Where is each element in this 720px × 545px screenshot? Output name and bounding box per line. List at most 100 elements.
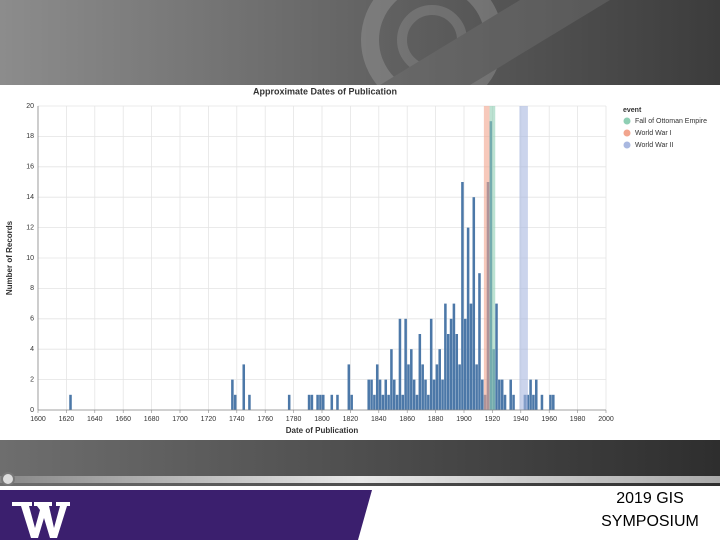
bar — [444, 303, 447, 410]
bar — [287, 394, 291, 410]
legend-label: World War I — [635, 130, 672, 137]
y-axis-label: Number of Records — [5, 220, 14, 295]
bar — [435, 364, 439, 410]
bar — [401, 394, 405, 410]
x-tick-label: 1780 — [286, 416, 302, 423]
y-tick-label: 10 — [26, 255, 34, 262]
legend-swatch — [623, 129, 631, 137]
bar — [410, 349, 413, 410]
x-tick-label: 1720 — [201, 416, 217, 423]
y-tick-label: 2 — [30, 376, 34, 383]
bar — [532, 394, 535, 410]
bar — [367, 379, 370, 410]
x-tick-label: 1760 — [257, 416, 273, 423]
bar — [69, 394, 72, 410]
y-tick-label: 20 — [26, 103, 34, 110]
bar — [390, 349, 393, 410]
bar — [500, 379, 504, 410]
bar — [446, 334, 450, 410]
bar — [404, 318, 407, 410]
legend-swatch — [623, 117, 631, 125]
y-tick-label: 16 — [26, 164, 34, 171]
bar — [393, 379, 396, 410]
bar — [347, 364, 351, 410]
bar — [307, 394, 311, 410]
bar — [475, 364, 478, 410]
x-axis-label: Date of Publication — [286, 426, 359, 435]
y-tick-label: 8 — [30, 285, 34, 292]
bar — [248, 394, 251, 410]
x-tick-label: 1680 — [144, 416, 160, 423]
event-band — [483, 106, 490, 410]
bar — [432, 379, 436, 410]
x-tick-label: 2000 — [598, 416, 614, 423]
x-tick-label: 1880 — [428, 416, 444, 423]
bar — [427, 394, 430, 410]
bar — [535, 379, 538, 410]
bar — [415, 394, 419, 410]
x-tick-label: 1660 — [115, 416, 131, 423]
bar — [370, 379, 373, 410]
bar — [384, 379, 388, 410]
bar — [412, 379, 416, 410]
bar — [381, 394, 385, 410]
x-tick-label: 1980 — [570, 416, 586, 423]
bar — [481, 379, 484, 410]
bar — [464, 318, 467, 410]
bar — [478, 273, 481, 410]
bar — [498, 379, 501, 410]
bar — [495, 303, 498, 410]
x-tick-label: 1840 — [371, 416, 387, 423]
bar — [350, 394, 353, 410]
divider-bar — [0, 476, 720, 483]
bar — [395, 394, 399, 410]
bar — [310, 394, 314, 410]
y-tick-label: 14 — [26, 194, 34, 201]
footer-text: 2019 GIS — [616, 490, 684, 507]
bar — [407, 364, 410, 410]
legend-swatch — [623, 141, 631, 149]
x-tick-label: 1960 — [541, 416, 557, 423]
bar — [429, 318, 433, 410]
bar — [330, 394, 334, 410]
bar — [378, 379, 382, 410]
x-tick-label: 1860 — [399, 416, 415, 423]
bar — [503, 394, 507, 410]
bar — [336, 394, 339, 410]
uw-logo — [12, 502, 70, 538]
legend-label: World War II — [635, 142, 674, 149]
y-tick-label: 4 — [30, 346, 34, 353]
bar — [231, 379, 234, 410]
bar — [438, 349, 441, 410]
x-tick-label: 1740 — [229, 416, 245, 423]
bar — [461, 182, 464, 410]
bar — [421, 364, 424, 410]
bar — [552, 394, 555, 410]
x-tick-label: 1940 — [513, 416, 529, 423]
x-tick-label: 1820 — [343, 416, 359, 423]
bar — [398, 318, 402, 410]
bar — [472, 197, 476, 410]
bar — [549, 394, 552, 410]
bar — [441, 379, 444, 410]
bar — [242, 364, 246, 410]
y-tick-label: 6 — [30, 316, 34, 323]
bar — [373, 394, 376, 410]
event-band — [489, 106, 496, 410]
bar — [387, 394, 390, 410]
legend-title: event — [623, 107, 642, 114]
bar — [469, 303, 473, 410]
y-tick-label: 12 — [26, 224, 34, 231]
bar — [452, 303, 456, 410]
y-tick-label: 0 — [30, 407, 34, 414]
x-tick-label: 1920 — [485, 416, 501, 423]
bar — [316, 394, 319, 410]
top-band — [0, 0, 720, 85]
x-tick-label: 1620 — [59, 416, 75, 423]
bar — [449, 318, 453, 410]
bar — [375, 364, 379, 410]
bar — [418, 334, 422, 410]
bar — [466, 227, 470, 410]
chart-area — [0, 85, 720, 440]
